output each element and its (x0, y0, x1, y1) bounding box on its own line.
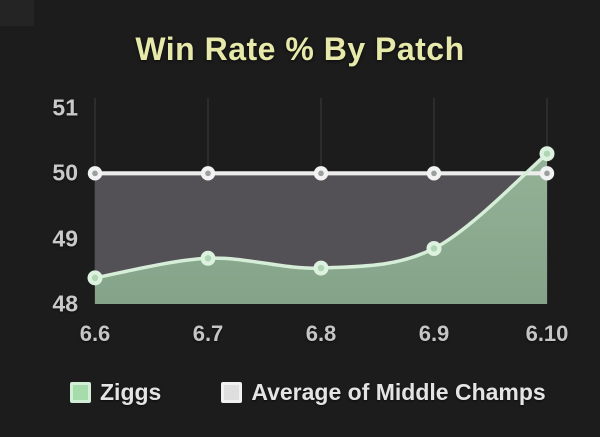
legend-label-ziggs: Ziggs (100, 379, 162, 405)
chart-title: Win Rate % By Patch (135, 31, 465, 67)
y-axis-tick-label: 48 (52, 290, 78, 317)
corner-artifact (0, 0, 34, 26)
legend-item-average-middle-champs[interactable]: Average of Middle Champs (221, 379, 546, 406)
x-axis-tick-label: 6.7 (192, 321, 224, 346)
legend-item-ziggs[interactable]: Ziggs (70, 379, 161, 406)
legend: Ziggs Average of Middle Champs (70, 379, 546, 406)
legend-label-average: Average of Middle Champs (251, 379, 546, 405)
y-axis-tick-label: 51 (52, 94, 78, 121)
x-axis-tick-label: 6.10 (525, 321, 569, 346)
legend-swatch-ziggs (70, 382, 91, 403)
x-axis-tick-label: 6.8 (305, 321, 337, 346)
x-axis-tick-label: 6.9 (418, 321, 450, 346)
x-axis-tick-label: 6.6 (79, 321, 111, 346)
legend-swatch-average (221, 382, 243, 403)
y-axis-tick-label: 49 (52, 225, 78, 252)
y-axis-tick-label: 50 (52, 159, 78, 186)
